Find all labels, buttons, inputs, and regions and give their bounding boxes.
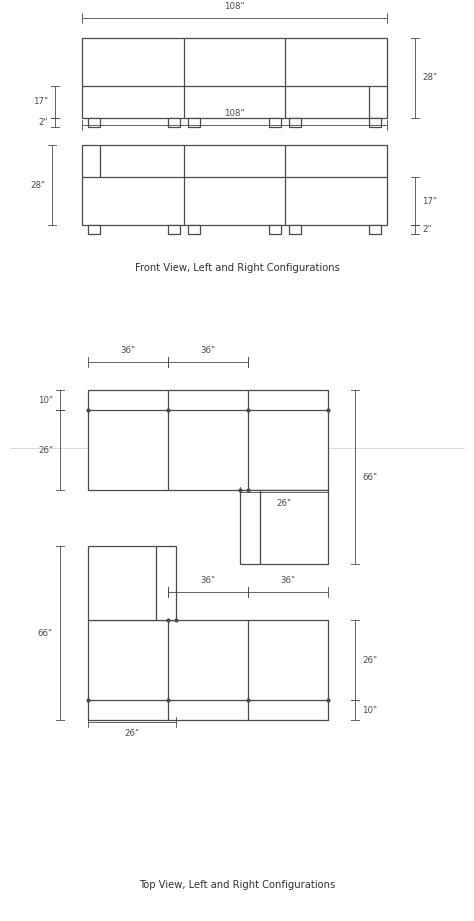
Text: 108": 108" — [224, 109, 245, 118]
Text: 36": 36" — [201, 576, 216, 585]
Bar — [88, 390, 328, 490]
Text: 2": 2" — [422, 225, 432, 234]
Text: 28": 28" — [422, 74, 437, 83]
Text: 17": 17" — [33, 98, 48, 107]
Bar — [240, 490, 328, 564]
Text: 2": 2" — [38, 118, 48, 127]
Text: 28": 28" — [30, 181, 45, 190]
Text: 66": 66" — [362, 472, 377, 482]
Text: 66": 66" — [38, 628, 53, 637]
Text: 36": 36" — [201, 346, 216, 355]
Text: 26": 26" — [125, 729, 139, 738]
Bar — [290, 225, 301, 234]
Text: Front View, Left and Right Configurations: Front View, Left and Right Configuration… — [135, 263, 339, 273]
Bar — [269, 225, 282, 234]
Text: 10": 10" — [38, 395, 53, 404]
Bar — [82, 145, 387, 225]
Bar — [188, 118, 200, 127]
Text: 10": 10" — [362, 705, 377, 715]
Bar — [290, 118, 301, 127]
Bar — [369, 118, 381, 127]
Bar — [88, 546, 176, 620]
Text: 108": 108" — [224, 2, 245, 11]
Bar — [88, 118, 100, 127]
Text: 36": 36" — [281, 576, 296, 585]
Bar — [269, 118, 282, 127]
Text: 17": 17" — [422, 196, 437, 205]
Bar — [168, 225, 180, 234]
Text: Top View, Left and Right Configurations: Top View, Left and Right Configurations — [139, 880, 335, 890]
Bar — [88, 620, 328, 720]
Bar — [88, 225, 100, 234]
Text: 36": 36" — [120, 346, 136, 355]
Text: 26": 26" — [38, 446, 53, 454]
Bar — [369, 225, 381, 234]
Bar — [188, 225, 200, 234]
Text: 26": 26" — [362, 656, 377, 664]
Bar — [168, 118, 180, 127]
Text: 26": 26" — [276, 499, 292, 508]
Bar — [82, 38, 387, 118]
